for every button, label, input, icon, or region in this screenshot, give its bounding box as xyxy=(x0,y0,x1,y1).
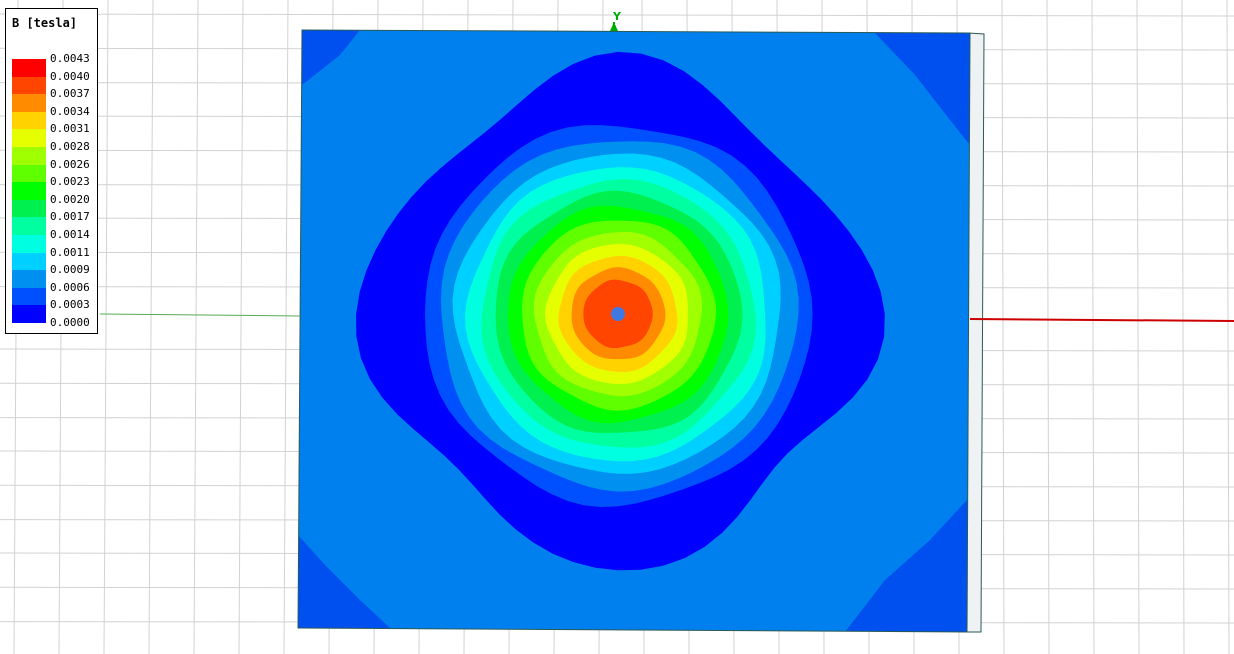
legend-value: 0.0023 xyxy=(50,175,90,189)
corner-bottom-left xyxy=(298,535,390,628)
legend-title: B [tesla] xyxy=(12,16,78,30)
legend-swatch xyxy=(12,94,46,112)
x-axis-line xyxy=(969,318,1234,322)
legend-value: 0.0011 xyxy=(50,245,90,259)
legend: B [tesla] 0.0043 0.0040 0.0037 0.0034 0.0031… xyxy=(5,8,98,334)
legend-swatch xyxy=(12,217,46,235)
legend-value: 0.0040 xyxy=(50,69,90,83)
legend-value: 0.0017 xyxy=(50,210,90,224)
plate-corner-regions xyxy=(298,30,970,632)
legend-swatch xyxy=(12,287,46,306)
y-axis-arrow xyxy=(610,22,618,31)
legend-swatch xyxy=(12,164,46,183)
legend-value: 0.0026 xyxy=(50,157,90,171)
legend-value: 0.0009 xyxy=(50,263,90,277)
legend-value: 0.0003 xyxy=(50,298,90,312)
legend-value: 0.0043 xyxy=(50,52,90,65)
plate-outline xyxy=(297,29,971,633)
legend-value: 0.0014 xyxy=(50,228,90,241)
y-axis-label: Y xyxy=(613,10,621,23)
legend-swatch xyxy=(12,182,46,200)
field-plot-plate xyxy=(298,30,970,632)
center-marker xyxy=(611,307,625,321)
legend-value: 0.0000 xyxy=(50,316,90,329)
legend-value: 0.0006 xyxy=(50,280,90,294)
legend-value: 0.0020 xyxy=(50,192,90,206)
legend-value: 0.0037 xyxy=(50,87,90,101)
legend-swatch xyxy=(12,129,46,147)
legend-swatch xyxy=(12,235,46,253)
legend-value: 0.0034 xyxy=(50,104,90,118)
corner-bottom-right xyxy=(845,500,967,632)
legend-value: 0.0028 xyxy=(50,140,90,153)
legend-swatch xyxy=(12,270,46,288)
legend-swatch xyxy=(12,252,46,271)
z-axis-line xyxy=(99,313,301,317)
legend-swatch xyxy=(12,305,46,323)
corner-top-right xyxy=(875,33,970,145)
legend-swatch xyxy=(12,111,46,130)
legend-swatch xyxy=(12,59,46,77)
legend-swatch xyxy=(12,147,46,165)
legend-swatch xyxy=(12,199,46,218)
legend-swatch xyxy=(12,76,46,95)
corner-top-left xyxy=(302,30,360,85)
legend-value: 0.0031 xyxy=(50,122,90,136)
